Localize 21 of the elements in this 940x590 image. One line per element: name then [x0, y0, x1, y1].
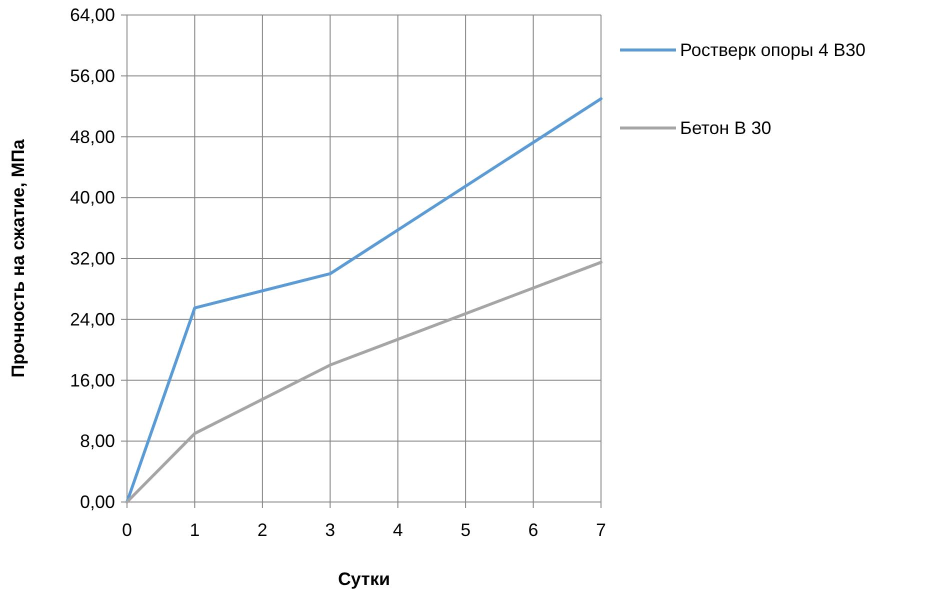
x-tick-label: 1 — [190, 520, 200, 540]
y-tick-label: 48,00 — [70, 126, 115, 147]
x-tick-label: 2 — [257, 520, 268, 540]
y-tick-label: 24,00 — [70, 309, 115, 330]
x-axis-title: Сутки — [338, 569, 390, 589]
x-tick-label: 3 — [325, 520, 336, 540]
y-axis-title: Прочность на сжатие, МПа — [8, 138, 28, 378]
x-tick-label: 6 — [528, 520, 538, 540]
y-tick-label: 16,00 — [70, 370, 115, 390]
y-tick-label: 64,00 — [70, 5, 115, 25]
x-tick-label: 7 — [596, 520, 606, 540]
y-tick-label: 8,00 — [80, 431, 115, 452]
legend-label: Ростверк опоры 4 В30 — [680, 40, 866, 60]
y-tick-label: 56,00 — [70, 66, 115, 86]
x-tick-label: 0 — [122, 520, 132, 540]
legend-label: Бетон В 30 — [680, 118, 772, 138]
y-tick-label: 32,00 — [70, 248, 115, 268]
x-tick-label: 5 — [460, 520, 471, 540]
y-tick-label: 40,00 — [70, 188, 115, 208]
x-tick-label: 4 — [392, 520, 403, 540]
y-tick-label: 0,00 — [80, 492, 115, 512]
